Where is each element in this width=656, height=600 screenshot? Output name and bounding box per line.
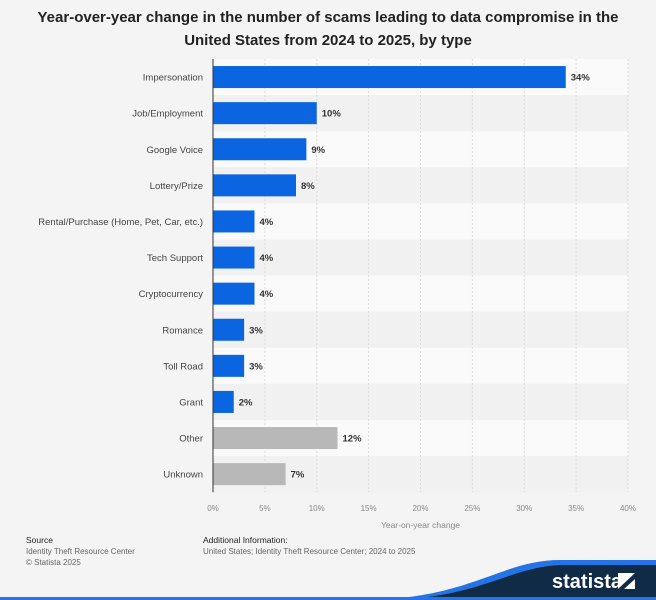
source-text[interactable]: Identity Theft Resource Center (26, 547, 135, 556)
data-label: 4% (260, 253, 274, 264)
chart-title: Year-over-year change in the number of s… (37, 9, 619, 49)
category-label: Grant (179, 397, 203, 408)
category-label: Unknown (163, 470, 203, 481)
bar (213, 174, 296, 197)
bar (213, 246, 255, 269)
x-tick-label: 40% (620, 504, 636, 513)
category-label: Google Voice (146, 145, 203, 156)
x-tick-label: 15% (361, 504, 377, 513)
x-tick-label: 35% (568, 504, 584, 513)
bar (213, 318, 245, 341)
data-label: 2% (239, 397, 253, 408)
additional-info-block: Additional Information: United States; I… (203, 535, 415, 557)
row-band (213, 275, 628, 312)
x-axis-label: Year-on-year change (381, 520, 460, 530)
x-tick-label: 30% (516, 504, 532, 513)
x-tick-label: 25% (464, 504, 480, 513)
data-label: 3% (249, 361, 263, 372)
bar (213, 390, 234, 413)
category-label: Other (179, 434, 203, 445)
category-label: Lottery/Prize (150, 181, 203, 192)
data-label: 10% (322, 109, 342, 120)
data-label: 12% (343, 434, 363, 445)
bar (213, 354, 245, 377)
info-heading: Additional Information: (203, 535, 288, 545)
data-label: 4% (260, 217, 274, 228)
data-label: 7% (291, 470, 305, 481)
data-label: 34% (571, 73, 591, 84)
x-tick-label: 20% (412, 504, 428, 513)
x-tick-label: 5% (259, 504, 271, 513)
category-label: Rental/Purchase (Home, Pet, Car, etc.) (38, 217, 203, 228)
category-label: Job/Employment (132, 109, 203, 120)
bar (213, 463, 286, 486)
category-label: Cryptocurrency (139, 289, 204, 300)
data-label: 3% (249, 325, 263, 336)
bar (213, 102, 317, 125)
info-text: United States; Identity Theft Resource C… (203, 547, 416, 556)
row-band (213, 203, 628, 240)
copyright: © Statista 2025 (26, 558, 81, 567)
x-tick-label: 10% (309, 504, 325, 513)
row-band (213, 383, 628, 420)
x-tick-label: 0% (207, 504, 219, 513)
row-band (213, 239, 628, 276)
data-label: 9% (311, 145, 325, 156)
source-block: Source Identity Theft Resource Center © … (26, 535, 135, 568)
category-label: Impersonation (143, 73, 203, 84)
category-label: Romance (162, 325, 203, 336)
category-label: Toll Road (163, 361, 203, 372)
data-label: 8% (301, 181, 315, 192)
bar (213, 282, 255, 305)
bar (213, 427, 338, 450)
data-label: 4% (260, 289, 274, 300)
row-band (213, 347, 628, 384)
source-heading: Source (26, 535, 53, 545)
bar (213, 138, 307, 161)
bar (213, 210, 255, 233)
row-band (213, 311, 628, 348)
category-label: Tech Support (147, 253, 203, 264)
bar (213, 66, 566, 89)
